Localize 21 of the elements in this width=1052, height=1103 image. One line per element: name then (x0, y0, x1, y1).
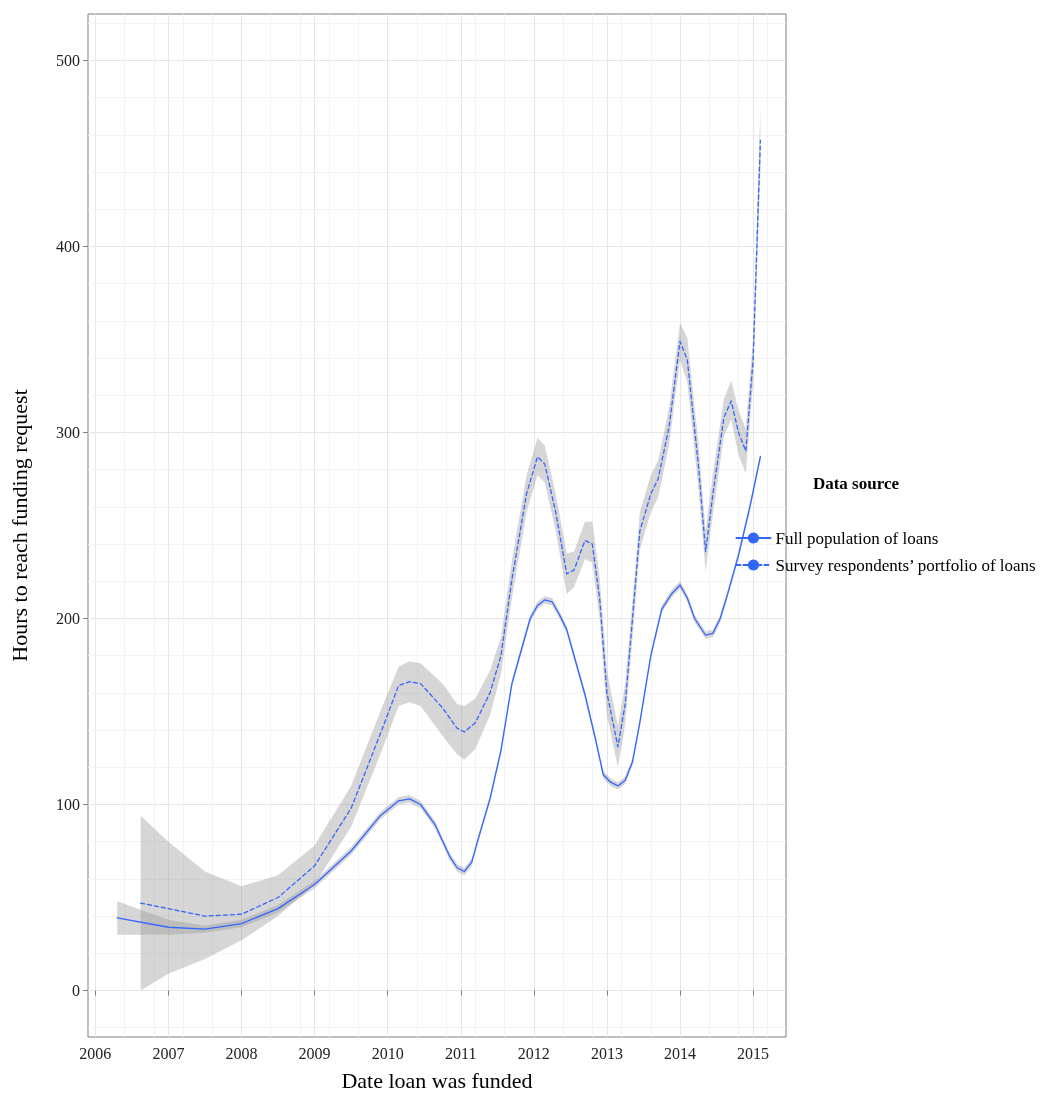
legend-title: Data source (812, 474, 900, 493)
x-tick-label: 2015 (737, 1044, 770, 1062)
legend-label: Full population of loans (775, 528, 939, 548)
x-tick-label: 2009 (298, 1044, 331, 1062)
x-tick-label: 2014 (664, 1044, 697, 1062)
x-tick-label: 2012 (517, 1044, 550, 1062)
x-tick-label: 2011 (445, 1044, 477, 1062)
x-tick-label: 2013 (590, 1044, 623, 1062)
y-tick-label: 500 (56, 52, 80, 69)
x-tick-label: 2010 (371, 1044, 404, 1062)
y-tick-label: 0 (72, 982, 80, 999)
y-tick-label: 200 (56, 610, 80, 627)
x-axis-title: Date loan was funded (341, 1067, 533, 1093)
x-tick-label: 2007 (152, 1044, 185, 1062)
x-tick-label: 2008 (225, 1044, 258, 1062)
y-tick-label: 400 (56, 238, 80, 255)
y-tick-label: 300 (56, 424, 80, 441)
legend-label: Survey respondents’ portfolio of loans (775, 555, 1036, 575)
y-tick-label: 100 (56, 796, 80, 813)
y-axis-title: Hours to reach funding request (6, 389, 32, 662)
x-tick-label: 2006 (79, 1044, 112, 1062)
